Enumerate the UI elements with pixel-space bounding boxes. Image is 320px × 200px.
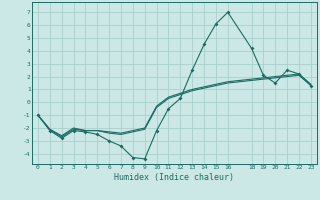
X-axis label: Humidex (Indice chaleur): Humidex (Indice chaleur) (115, 173, 234, 182)
